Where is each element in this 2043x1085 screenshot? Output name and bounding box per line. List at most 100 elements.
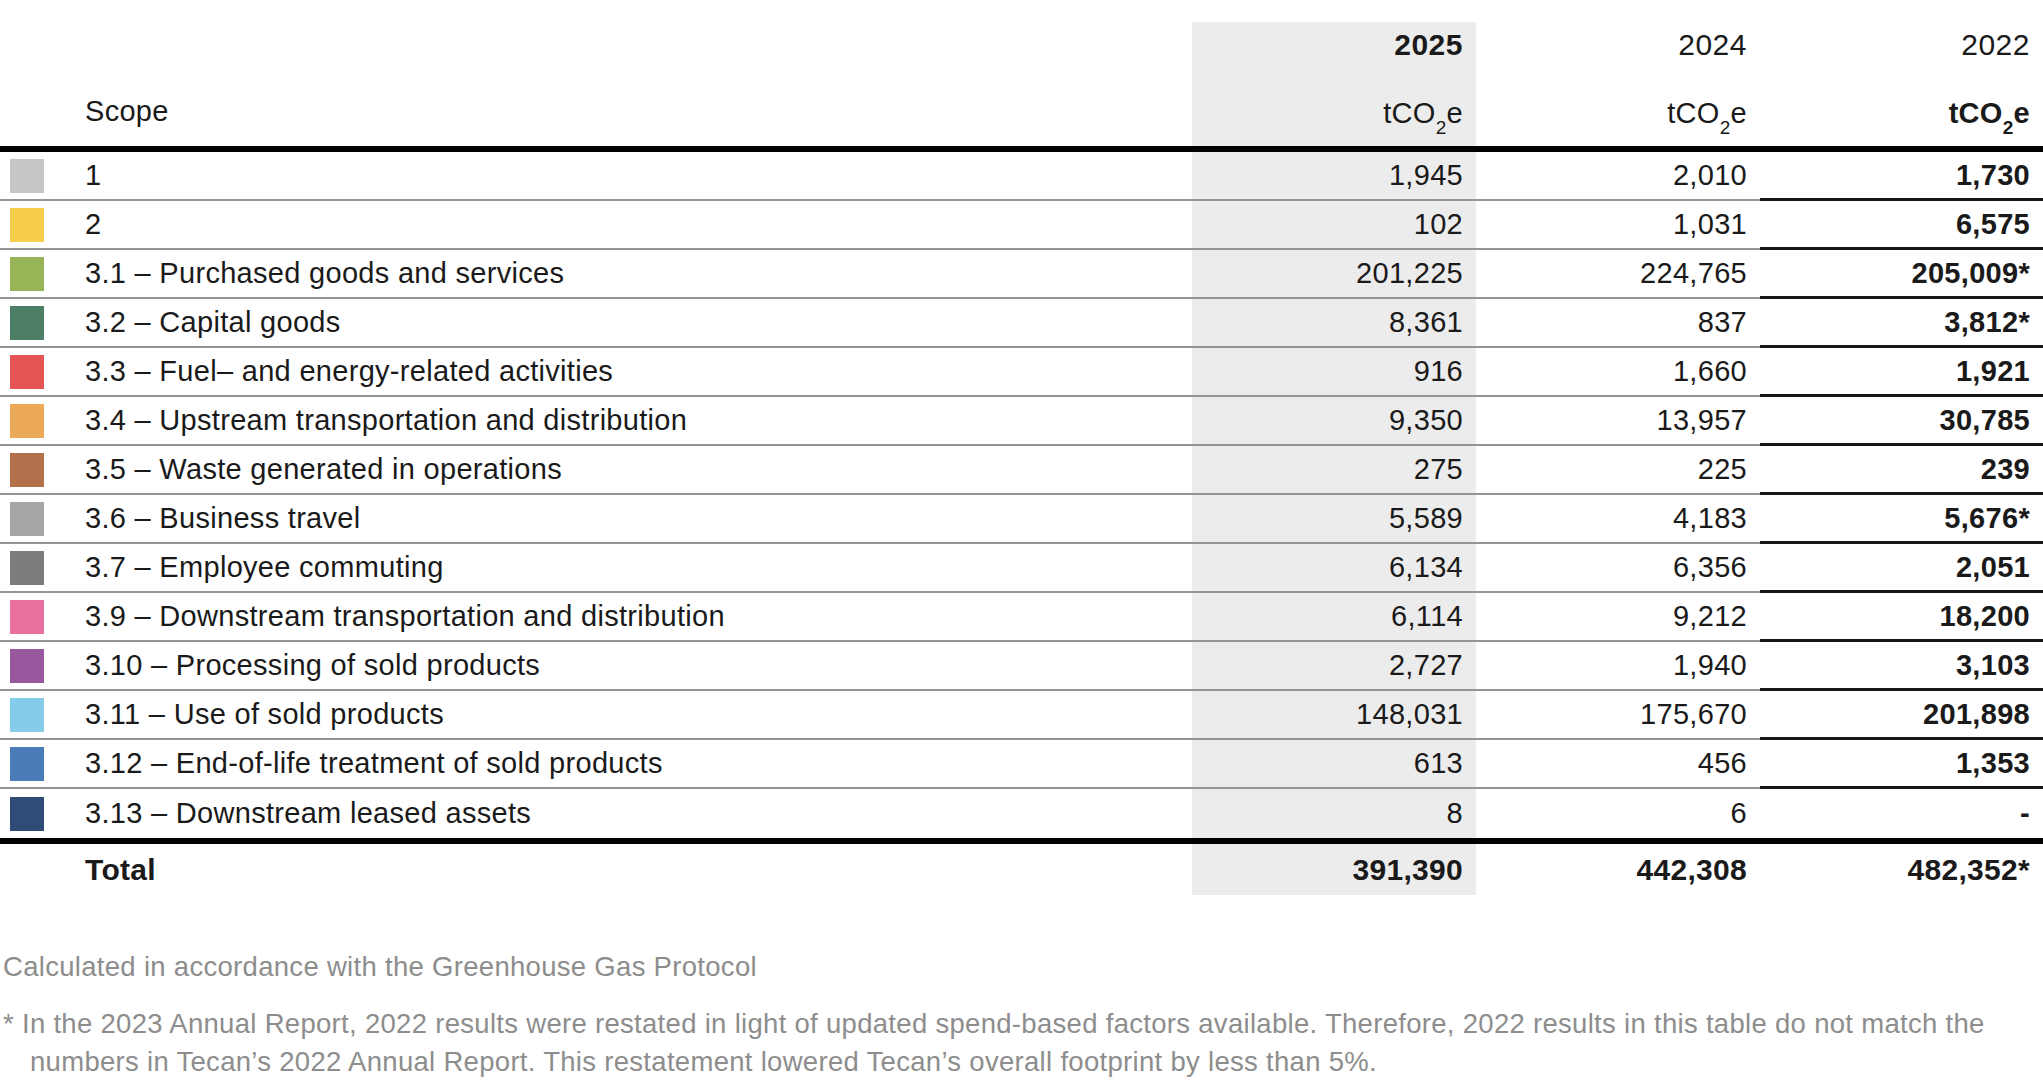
table-row-scope-2: 2 102 1,031 6,575 [0, 201, 2043, 250]
value-2025: 1,945 [1192, 152, 1476, 201]
scope-cell: 3.2 – Capital goods [0, 299, 1192, 348]
value-2022: 2,051 [1760, 544, 2043, 593]
table-header-row: Scope 2025 tCO2e 2024 tCO2e 2022 tCO2e [0, 0, 2043, 152]
table-row-scope-3-2: 3.2 – Capital goods 8,361 837 3,812* [0, 299, 2043, 348]
scope-color-swatch [10, 306, 44, 340]
value-2024: 837 [1476, 299, 1760, 348]
value-2024: 9,212 [1476, 593, 1760, 642]
scope-label: 3.5 – Waste generated in operations [85, 453, 562, 486]
scope-color-swatch [10, 159, 44, 193]
value-2025: 916 [1192, 348, 1476, 397]
value-2024: 225 [1476, 446, 1760, 495]
year-label-2025: 2025 [1394, 30, 1463, 60]
unit-label-2022: tCO2e [1949, 98, 2030, 128]
value-2022: 239 [1760, 446, 2043, 495]
value-2025: 2,727 [1192, 642, 1476, 691]
value-2022: 205,009* [1760, 250, 2043, 299]
scope-color-swatch [10, 600, 44, 634]
scope-cell: 3.4 – Upstream transportation and distri… [0, 397, 1192, 446]
table-row-scope-3-12: 3.12 – End-of-life treatment of sold pro… [0, 740, 2043, 789]
table-row-scope-3-10: 3.10 – Processing of sold products 2,727… [0, 642, 2043, 691]
scope-label: 3.6 – Business travel [85, 502, 361, 535]
table-row-scope-3-6: 3.6 – Business travel 5,589 4,183 5,676* [0, 495, 2043, 544]
value-2024: 4,183 [1476, 495, 1760, 544]
value-2025: 148,031 [1192, 691, 1476, 740]
value-2025: 8 [1192, 789, 1476, 838]
value-2025: 9,350 [1192, 397, 1476, 446]
scope-cell: 2 [0, 201, 1192, 250]
footnotes: Calculated in accordance with the Greenh… [0, 951, 2043, 1081]
value-2022: 3,103 [1760, 642, 2043, 691]
table-row-scope-3-4: 3.4 – Upstream transportation and distri… [0, 397, 2043, 446]
scope-label: 3.10 – Processing of sold products [85, 649, 540, 682]
scope-color-swatch [10, 502, 44, 536]
scope-color-swatch [10, 698, 44, 732]
scope-cell: 1 [0, 152, 1192, 201]
scope-color-swatch [10, 649, 44, 683]
table-row-scope-3-7: 3.7 – Employee commuting 6,134 6,356 2,0… [0, 544, 2043, 593]
value-2025: 613 [1192, 740, 1476, 789]
scope-label: 2 [85, 208, 101, 241]
value-2022: 201,898 [1760, 691, 2043, 740]
scope-color-swatch [10, 747, 44, 781]
scope-cell: 3.7 – Employee commuting [0, 544, 1192, 593]
scope-color-swatch [10, 257, 44, 291]
table-row-scope-1: 1 1,945 2,010 1,730 [0, 152, 2043, 201]
column-header-2025: 2025 tCO2e [1192, 0, 1476, 146]
value-2025: 275 [1192, 446, 1476, 495]
scope-label: 3.12 – End-of-life treatment of sold pro… [85, 747, 663, 780]
value-2024: 224,765 [1476, 250, 1760, 299]
value-2022: 30,785 [1760, 397, 2043, 446]
scope-label: 3.9 – Downstream transportation and dist… [85, 600, 725, 633]
scope-label: 3.2 – Capital goods [85, 306, 341, 339]
scope-cell: 3.3 – Fuel– and energy-related activitie… [0, 348, 1192, 397]
column-header-2024: 2024 tCO2e [1476, 0, 1760, 146]
value-2022: - [1760, 789, 2043, 838]
unit-label-2024: tCO2e [1667, 98, 1747, 128]
value-2022: 18,200 [1760, 593, 2043, 642]
scope-color-swatch [10, 208, 44, 242]
scope-cell: 3.10 – Processing of sold products [0, 642, 1192, 691]
scope-color-swatch [10, 453, 44, 487]
year-label-2022: 2022 [1961, 30, 2030, 60]
scope-label: 1 [85, 159, 101, 192]
total-label: Total [0, 844, 1192, 895]
table-row-scope-3-9: 3.9 – Downstream transportation and dist… [0, 593, 2043, 642]
table-row-scope-3-11: 3.11 – Use of sold products 148,031 175,… [0, 691, 2043, 740]
scope-cell: 3.9 – Downstream transportation and dist… [0, 593, 1192, 642]
total-value-2025: 391,390 [1192, 844, 1476, 895]
scope-column-header: Scope [0, 0, 1192, 146]
value-2024: 6 [1476, 789, 1760, 838]
restatement-footnote: * In the 2023 Annual Report, 2022 result… [0, 1005, 2043, 1081]
scope-label: 3.1 – Purchased goods and services [85, 257, 564, 290]
scope-color-swatch [10, 355, 44, 389]
value-2024: 456 [1476, 740, 1760, 789]
scope-cell: 3.1 – Purchased goods and services [0, 250, 1192, 299]
value-2025: 102 [1192, 201, 1476, 250]
year-label-2024: 2024 [1678, 30, 1747, 60]
scope-label: 3.11 – Use of sold products [85, 698, 444, 731]
scope-color-swatch [10, 797, 44, 831]
value-2024: 1,660 [1476, 348, 1760, 397]
value-2022: 1,921 [1760, 348, 2043, 397]
scope-color-swatch [10, 551, 44, 585]
value-2024: 6,356 [1476, 544, 1760, 593]
scope-cell: 3.11 – Use of sold products [0, 691, 1192, 740]
table-row-scope-3-5: 3.5 – Waste generated in operations 275 … [0, 446, 2043, 495]
value-2025: 8,361 [1192, 299, 1476, 348]
value-2025: 6,134 [1192, 544, 1476, 593]
scope-label: 3.4 – Upstream transportation and distri… [85, 404, 687, 437]
scope-label: 3.3 – Fuel– and energy-related activitie… [85, 355, 613, 388]
ghg-protocol-note: Calculated in accordance with the Greenh… [0, 951, 2043, 983]
value-2022: 5,676* [1760, 495, 2043, 544]
table-row-scope-3-13: 3.13 – Downstream leased assets 8 6 - [0, 789, 2043, 838]
unit-label-2025: tCO2e [1383, 98, 1463, 128]
value-2024: 2,010 [1476, 152, 1760, 201]
scope-cell: 3.5 – Waste generated in operations [0, 446, 1192, 495]
value-2022: 1,730 [1760, 152, 2043, 201]
value-2024: 1,031 [1476, 201, 1760, 250]
total-value-2022: 482,352* [1760, 844, 2043, 895]
value-2025: 6,114 [1192, 593, 1476, 642]
scope-cell: 3.12 – End-of-life treatment of sold pro… [0, 740, 1192, 789]
value-2022: 6,575 [1760, 201, 2043, 250]
